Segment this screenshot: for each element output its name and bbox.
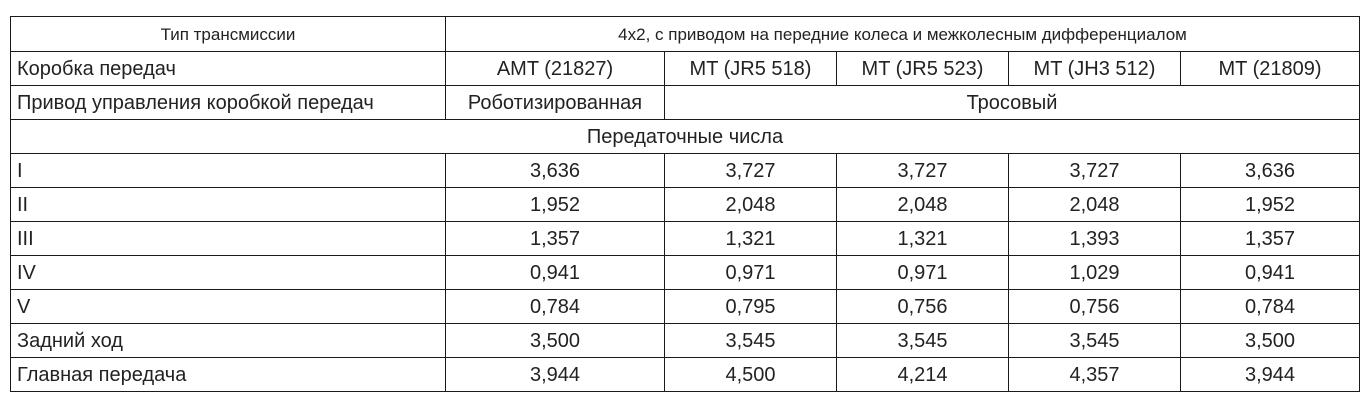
section-row: Передаточные числа xyxy=(9,119,1361,154)
row-label: I xyxy=(10,153,446,188)
ratio-cell: 1,321 xyxy=(836,221,1009,256)
ratio-cell: 3,636 xyxy=(445,153,665,188)
gearbox-model: MT (JH3 512) xyxy=(1008,51,1181,86)
ratio-cell: 0,756 xyxy=(836,289,1009,324)
ratio-cell: 0,795 xyxy=(664,289,837,324)
ratio-cell: 3,500 xyxy=(445,323,665,358)
table-row: IV 0,941 0,971 0,971 1,029 0,941 xyxy=(10,255,1361,290)
ratio-cell: 3,727 xyxy=(836,153,1009,188)
ratio-cell: 3,545 xyxy=(836,323,1009,358)
ratio-cell: 1,357 xyxy=(1179,221,1361,256)
ratio-cell: 0,784 xyxy=(1179,289,1361,324)
ratio-cell: 3,727 xyxy=(664,153,837,188)
ratio-cell: 3,545 xyxy=(664,323,837,358)
ratio-cell: 0,941 xyxy=(1179,255,1361,290)
table-row: Главная передача 3,944 4,500 4,214 4,357… xyxy=(10,357,1361,392)
ratio-cell: 0,941 xyxy=(445,255,665,290)
row-label: Главная передача xyxy=(10,357,446,392)
section-title: Передаточные числа xyxy=(9,119,1361,154)
ratio-cell: 4,214 xyxy=(836,357,1009,392)
ratio-cell: 0,971 xyxy=(664,255,837,290)
table-row: Задний ход 3,500 3,545 3,545 3,545 3,500 xyxy=(10,323,1361,358)
control-label: Привод управления коробкой передач xyxy=(10,85,446,120)
ratio-cell: 1,357 xyxy=(445,221,665,256)
header-row: Тип трансмиссии 4x2, с приводом на перед… xyxy=(10,16,1361,52)
row-label: IV xyxy=(10,255,446,290)
ratio-cell: 3,545 xyxy=(1008,323,1181,358)
ratio-cell: 4,357 xyxy=(1008,357,1181,392)
gear-ratio-table: Тип трансмиссии 4x2, с приводом на перед… xyxy=(9,16,1361,392)
gearbox-model: MT (21809) xyxy=(1179,51,1361,86)
ratio-cell: 1,952 xyxy=(1179,187,1361,222)
ratio-cell: 0,784 xyxy=(445,289,665,324)
row-label: V xyxy=(10,289,446,324)
ratio-cell: 4,500 xyxy=(664,357,837,392)
gearbox-row: Коробка передач AMT (21827) MT (JR5 518)… xyxy=(10,51,1361,86)
ratio-cell: 3,944 xyxy=(1179,357,1361,392)
table-row: III 1,357 1,321 1,321 1,393 1,357 xyxy=(10,221,1361,256)
gearbox-model: MT (JR5 518) xyxy=(664,51,837,86)
gearbox-model: AMT (21827) xyxy=(445,51,665,86)
transmission-type-label: Тип трансмиссии xyxy=(10,16,446,52)
row-label: II xyxy=(10,187,446,222)
control-cable: Тросовый xyxy=(663,85,1361,120)
ratio-cell: 2,048 xyxy=(836,187,1009,222)
ratio-cell: 3,727 xyxy=(1008,153,1181,188)
ratio-cell: 0,971 xyxy=(836,255,1009,290)
ratio-cell: 2,048 xyxy=(664,187,837,222)
transmission-type-value: 4x2, с приводом на передние колеса и меж… xyxy=(444,16,1361,52)
gearbox-model: MT (JR5 523) xyxy=(836,51,1009,86)
table-row: II 1,952 2,048 2,048 2,048 1,952 xyxy=(10,187,1361,222)
row-label: Задний ход xyxy=(10,323,446,358)
table-row: I 3,636 3,727 3,727 3,727 3,636 xyxy=(10,153,1361,188)
ratio-cell: 2,048 xyxy=(1008,187,1181,222)
table-row: V 0,784 0,795 0,756 0,756 0,784 xyxy=(10,289,1361,324)
ratio-cell: 3,636 xyxy=(1179,153,1361,188)
ratio-cell: 1,393 xyxy=(1008,221,1181,256)
gearbox-label: Коробка передач xyxy=(10,51,446,86)
row-label: III xyxy=(10,221,446,256)
ratio-cell: 0,756 xyxy=(1008,289,1181,324)
control-row: Привод управления коробкой передач Робот… xyxy=(10,85,1361,120)
ratio-cell: 1,029 xyxy=(1008,255,1181,290)
ratio-cell: 3,500 xyxy=(1179,323,1361,358)
control-robotic: Роботизированная xyxy=(445,85,665,120)
ratio-cell: 1,952 xyxy=(445,187,665,222)
ratio-cell: 3,944 xyxy=(445,357,665,392)
ratio-cell: 1,321 xyxy=(664,221,837,256)
